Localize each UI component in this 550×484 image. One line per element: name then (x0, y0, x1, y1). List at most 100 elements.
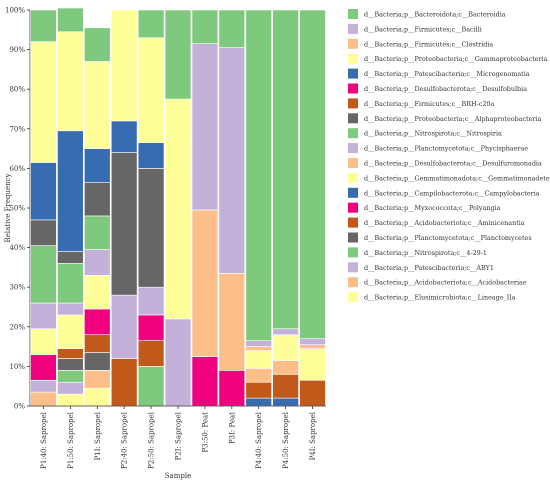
legend-label: d__Bacteria;p__Acidobacteriota;c__Acidob… (364, 279, 527, 287)
legend-item: d__Bacteria;p__Desulfobacterota;c__Desul… (348, 158, 542, 168)
bar-segment (299, 338, 326, 345)
legend-item: d__Bacteria;p__Planctomycetota;c__Planct… (348, 232, 532, 243)
bar-segment (272, 397, 299, 407)
bar-segment (57, 393, 84, 407)
bar-segment (57, 358, 84, 371)
bar-segment (272, 334, 299, 361)
legend-item: d__Bacteria;p__Planctomycetota;c__Phycis… (348, 143, 528, 154)
bar-stack (110, 9, 138, 407)
bar-segment (57, 370, 84, 383)
bar-segment (110, 152, 138, 296)
legend-swatch (348, 143, 358, 154)
x-tick-label: P4:40: Sapropel (255, 411, 263, 469)
y-tick-label: 60% (9, 165, 25, 173)
bar-segment (272, 374, 299, 399)
legend-label: d__Bacteria;p__Elusimicrobiota;c__Lineag… (364, 294, 516, 302)
bar-segment (191, 9, 219, 44)
bar-segment (299, 9, 326, 339)
legend-swatch (348, 217, 358, 228)
legend-label: d__Bacteria;p__Patescibacteria;c__Microg… (364, 70, 530, 78)
bar-segment (191, 43, 219, 211)
bar-segment (218, 9, 246, 48)
bar-segment (110, 9, 138, 122)
y-axis-title: Relative Frequency (4, 173, 12, 242)
legend-item: d__Bacteria;p__Elusimicrobiota;c__Lineag… (348, 292, 516, 303)
y-tick-label: 80% (9, 86, 25, 94)
legend-item: d__Bacteria;p__Patescibacteria;c__ABY1 (348, 262, 494, 273)
y-axis: 0% 10% 20% 30% 40% 50% 60% 70% 80% 90% 100% (5, 7, 31, 411)
bar-stack (137, 9, 165, 407)
bar-segment (30, 219, 57, 246)
bar-segment (218, 273, 246, 371)
legend-label: d__Bacteria;p__Nitrospirota;c__4-29-1 (364, 249, 487, 257)
bar-segment (30, 302, 57, 330)
bar-segment (272, 328, 299, 336)
bar-stack (57, 7, 84, 407)
bar-segment (84, 308, 111, 336)
bar-segment (299, 344, 326, 349)
legend-swatch (348, 262, 358, 273)
x-tick-label: P2:50: Sapropel (148, 411, 156, 469)
bar-stack (299, 9, 326, 407)
legend-item: d__Bacteria;p__Firmicutes;c__Clostridia (348, 38, 493, 49)
legend-swatch (348, 23, 358, 34)
legend-item: d__Bacteria;p__Campilobacterota;c__Campy… (348, 187, 540, 198)
legend-swatch (348, 202, 358, 213)
bar-segment (137, 366, 165, 407)
bar-segment (191, 209, 219, 357)
bar-segment (218, 370, 246, 407)
bar-segment (137, 340, 165, 367)
bar-segment (57, 314, 84, 349)
legend-swatch (348, 232, 358, 243)
x-axis-title: Sample (165, 472, 191, 480)
y-tick-label: 90% (9, 46, 25, 54)
legend-label: d__Bacteria;p__Firmicutes;c__Clostridia (364, 40, 493, 48)
legend-item: d__Bacteria;p__Bacteroidota;c__Bacteroid… (348, 9, 506, 19)
bar-segment (272, 9, 299, 330)
bar-segment (57, 130, 84, 252)
legend-swatch (348, 38, 358, 49)
bar-segment (191, 356, 219, 407)
legend-label: d__Bacteria;p__Desulfobacterota;c__Desul… (364, 160, 542, 168)
legend-item: d__Bacteria;p__Nitrospirota;c__4-29-1 (348, 247, 487, 258)
bar-segment (84, 148, 111, 183)
legend-item: d__Bacteria;p__Nitrospirota;c__Nitrospir… (348, 128, 502, 139)
legend-item: d__Bacteria;p__Patescibacteria;c__Microg… (348, 68, 530, 79)
legend-label: d__Bacteria;p__Nitrospirota;c__Nitrospir… (364, 130, 502, 138)
bar-segment (245, 346, 272, 351)
bar-segment (245, 9, 272, 341)
x-tick-label: P2:40: Sapropel (121, 411, 129, 469)
bar-segment (84, 387, 111, 407)
bar-segment (84, 215, 111, 250)
x-tick-label: P3:50: Peat (201, 412, 209, 453)
bar-stack (84, 27, 111, 407)
bar-segment (30, 9, 57, 42)
bar-segment (137, 286, 165, 316)
bar-segment (299, 379, 326, 407)
x-tick-label: P3I: Peat (228, 412, 236, 444)
legend-swatch (348, 292, 358, 303)
bar-segment (137, 168, 165, 288)
legend-swatch (348, 98, 358, 109)
y-tick-label: 30% (9, 284, 25, 292)
bar-segment (164, 318, 192, 407)
y-tick-label: 0% (14, 403, 25, 411)
bar-segment (30, 245, 57, 304)
legend-label: d__Bacteria;p__Campilobacterota;c__Campy… (364, 189, 540, 197)
legend-swatch (348, 247, 358, 258)
legend-label: d__Bacteria;p__Desulfobacterota;c__Desul… (364, 85, 527, 93)
legend-swatch (348, 83, 358, 94)
legend-label: d__Bacteria;p__Patescibacteria;c__ABY1 (364, 264, 494, 272)
legend-item: d__Bacteria;p__Firmicutes;c__BRH-c20a (348, 98, 494, 109)
bar-segment (84, 370, 111, 389)
legend-item: d__Bacteria;p__Firmicutes;c__Bacilli (348, 23, 482, 34)
bar-segment (57, 7, 84, 33)
bar-segment (110, 294, 138, 359)
bar-stack (30, 9, 57, 407)
bar-segment (245, 381, 272, 399)
bar-segment (84, 334, 111, 353)
bar-segment (57, 31, 84, 132)
legend-label: d__Bacteria;p__Myxococcota;c__Polyangia (364, 204, 501, 212)
legend-item: d__Bacteria;p__Acidobacteriota;c__Acidob… (348, 277, 527, 288)
